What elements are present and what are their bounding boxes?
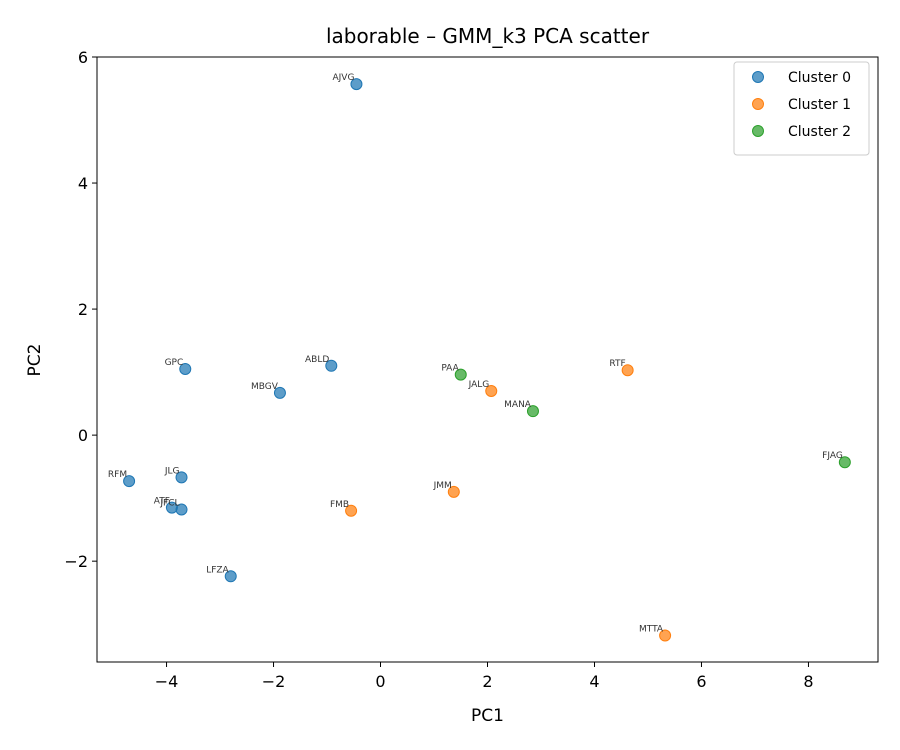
data-point <box>175 471 188 484</box>
legend-entry: Cluster 2 <box>788 124 851 140</box>
y-tick-label: 6 <box>78 48 88 67</box>
data-point <box>485 385 498 398</box>
x-tick-label: −4 <box>155 672 179 691</box>
y-axis-label: PC2 <box>25 344 45 377</box>
point-label: JMM <box>433 481 452 491</box>
point-label: PAA <box>441 364 459 374</box>
data-point <box>325 359 338 372</box>
y-tick-label: 0 <box>78 426 88 445</box>
point-label: MBGV <box>251 382 279 392</box>
legend-box <box>733 61 870 156</box>
x-tick-label: 2 <box>482 672 492 691</box>
data-point <box>454 368 467 381</box>
legend-marker <box>752 98 764 110</box>
data-point <box>345 504 358 517</box>
point-label: RTF <box>609 359 625 369</box>
axis-ticks: −4 −2 0 2 4 6 8 −2 0 2 4 6 <box>64 48 813 691</box>
data-point <box>179 362 192 375</box>
data-point <box>224 570 237 583</box>
legend-entry: Cluster 1 <box>788 97 851 113</box>
y-tick-label: 2 <box>78 300 88 319</box>
point-label: FJAG <box>822 451 843 461</box>
legend-entry: Cluster 0 <box>788 70 851 86</box>
data-point <box>447 485 460 498</box>
point-label: JFCL <box>159 498 179 508</box>
point-label: FMB <box>330 500 349 510</box>
chart-title: laborable – GMM_k3 PCA scatter <box>326 24 650 48</box>
x-tick-label: 4 <box>589 672 599 691</box>
data-point <box>350 78 363 91</box>
data-point <box>273 386 286 399</box>
point-label: AJVG <box>332 73 354 83</box>
point-label: MTTA <box>639 625 664 635</box>
data-point <box>621 364 634 377</box>
point-label: ATF <box>154 497 170 507</box>
data-point <box>123 475 136 488</box>
data-point <box>838 456 851 469</box>
point-label: ABLD <box>305 355 329 365</box>
y-tick-label: 4 <box>78 174 88 193</box>
legend-marker <box>752 125 764 137</box>
data-point <box>659 629 672 642</box>
legend: Cluster 0 Cluster 1 Cluster 2 <box>733 61 870 156</box>
x-tick-label: 0 <box>375 672 385 691</box>
x-tick-label: −2 <box>262 672 286 691</box>
point-label: GPC <box>165 358 184 368</box>
point-label: JLG <box>164 466 180 476</box>
x-tick-label: 8 <box>803 672 813 691</box>
data-point <box>175 503 188 516</box>
plot-frame <box>96 56 879 663</box>
point-label: MANA <box>504 400 532 410</box>
point-label: RFM <box>108 470 127 480</box>
point-label: LFZA <box>206 565 229 575</box>
legend-marker <box>752 71 764 83</box>
point-label: JALG <box>468 380 490 390</box>
data-point <box>526 405 539 418</box>
y-tick-label: −2 <box>64 552 88 571</box>
x-tick-label: 6 <box>696 672 706 691</box>
x-axis-label: PC1 <box>471 706 504 726</box>
